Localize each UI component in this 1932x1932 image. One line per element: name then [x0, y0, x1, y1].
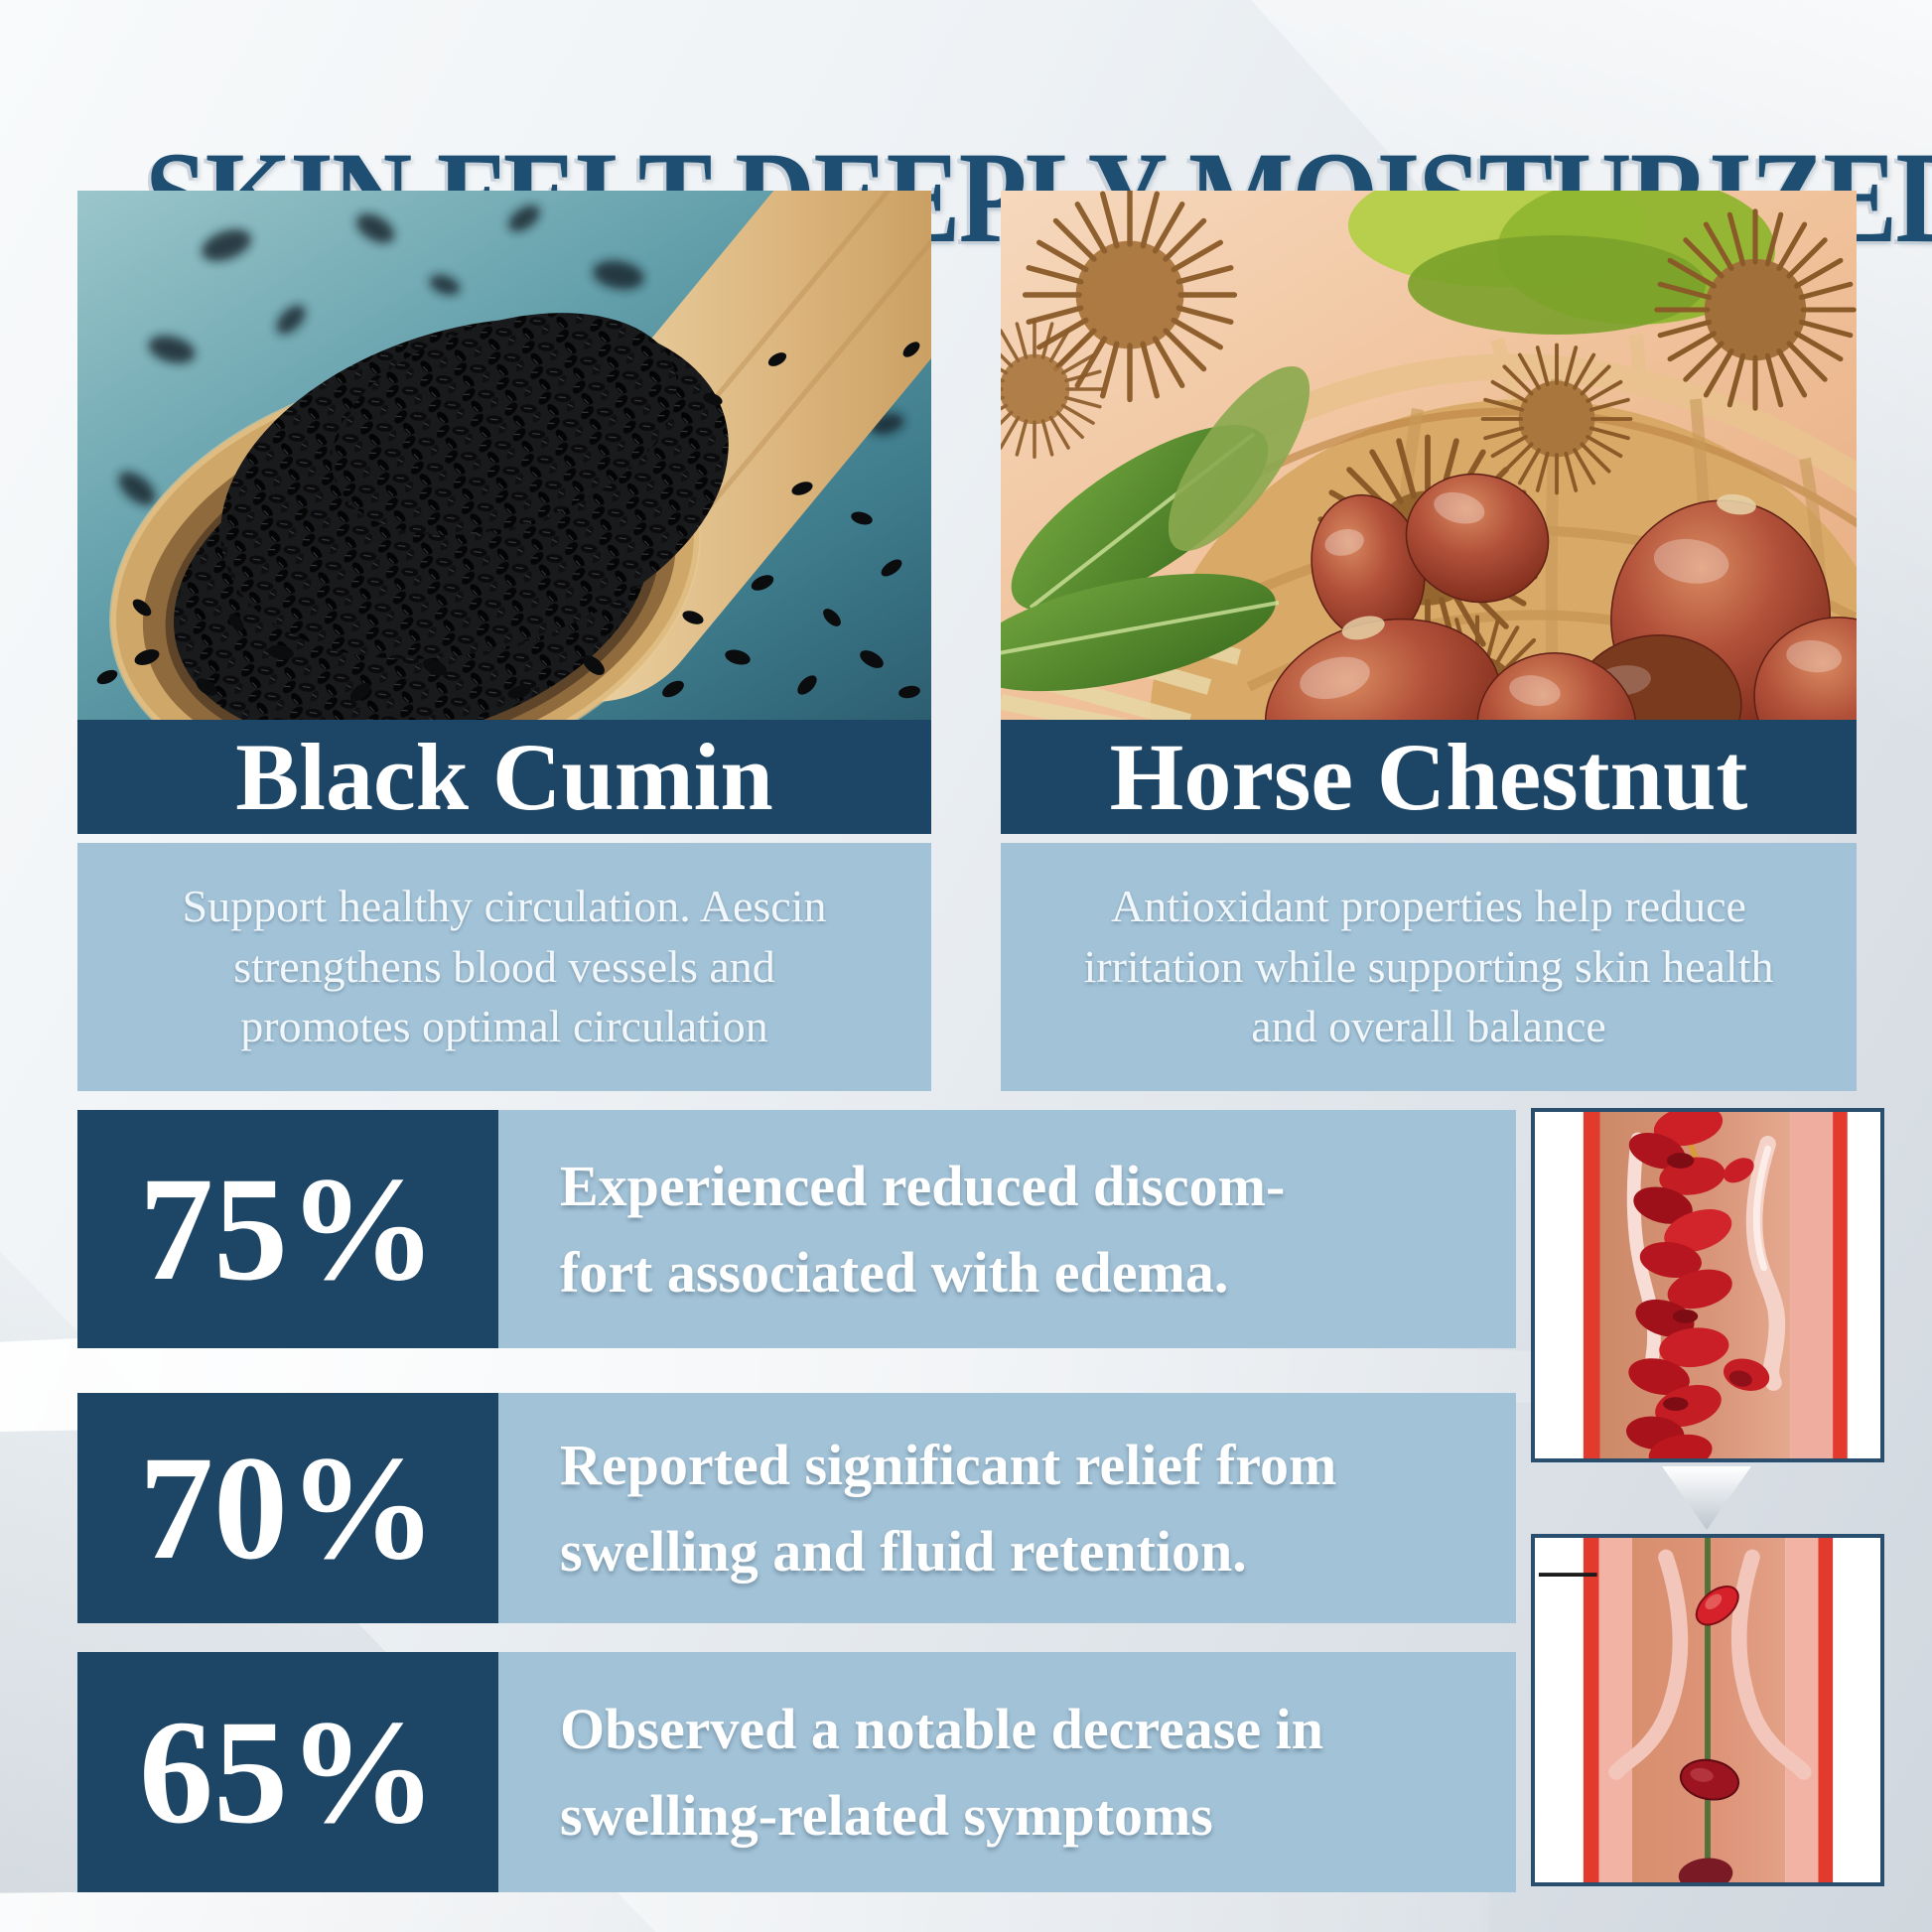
- stat-text-box: Observed a notable decrease in swelling-…: [498, 1652, 1516, 1892]
- stat-percent: 65%: [139, 1690, 437, 1855]
- stat-text-box: Experienced reduced discom- fort associa…: [498, 1110, 1516, 1348]
- healthy-vein-illustration: [1531, 1534, 1884, 1886]
- stat-percent-box: 75%: [77, 1110, 498, 1348]
- stat-percent: 75%: [139, 1147, 437, 1311]
- stat-text-line: Experienced reduced discom-: [560, 1154, 1286, 1218]
- stat-text-line: swelling-related symptoms: [560, 1783, 1213, 1848]
- stat-text-box: Reported significant relief from swellin…: [498, 1393, 1516, 1623]
- stat-row-75: 75% Experienced reduced discom- fort ass…: [77, 1110, 1516, 1348]
- ingredient-name: Black Cumin: [235, 724, 773, 830]
- description-line: Antioxidant properties help reduce: [1111, 880, 1746, 931]
- description-line: irritation while supporting skin health: [1083, 940, 1774, 992]
- ingredient-name: Horse Chestnut: [1109, 724, 1748, 830]
- black-cumin-photo: [77, 191, 931, 720]
- stat-text-line: Observed a notable decrease in: [560, 1697, 1323, 1761]
- stat-text-line: fort associated with edema.: [560, 1240, 1229, 1305]
- horse-chestnut-photo: [1001, 191, 1857, 720]
- stat-percent-box: 65%: [77, 1652, 498, 1892]
- blocked-vein-svg: [1535, 1112, 1880, 1458]
- stat-row-65: 65% Observed a notable decrease in swell…: [77, 1652, 1516, 1892]
- down-arrow-svg: [1662, 1466, 1751, 1530]
- ingredient-name-band: Horse Chestnut: [1001, 720, 1857, 834]
- ingredient-name-band: Black Cumin: [77, 720, 931, 834]
- blocked-vein-illustration: [1531, 1108, 1884, 1462]
- stat-text-line: swelling and fluid retention.: [560, 1519, 1247, 1584]
- description-line: strengthens blood vessels and: [233, 940, 775, 992]
- ingredient-card-horse-chestnut: Horse Chestnut Antioxidant properties he…: [1001, 191, 1857, 1091]
- description-line: promotes optimal circulation: [240, 1001, 768, 1052]
- description-line: and overall balance: [1251, 1001, 1606, 1052]
- ingredient-description: Support healthy circulation. Aescin stre…: [77, 843, 931, 1091]
- stat-percent: 70%: [139, 1426, 437, 1590]
- stat-row-70: 70% Reported significant relief from swe…: [77, 1393, 1516, 1623]
- down-arrow-icon: [1662, 1466, 1751, 1530]
- horse-chestnut-photo-svg: [1001, 191, 1857, 720]
- stat-percent-box: 70%: [77, 1393, 498, 1623]
- healthy-vein-svg: [1535, 1538, 1880, 1882]
- black-cumin-photo-svg: [77, 191, 931, 720]
- stat-text-line: Reported significant relief from: [560, 1433, 1337, 1497]
- description-line: Support healthy circulation. Aescin: [182, 880, 827, 931]
- ingredient-description: Antioxidant properties help reduce irrit…: [1001, 843, 1857, 1091]
- ingredient-card-black-cumin: Black Cumin Support healthy circulation.…: [77, 191, 931, 1091]
